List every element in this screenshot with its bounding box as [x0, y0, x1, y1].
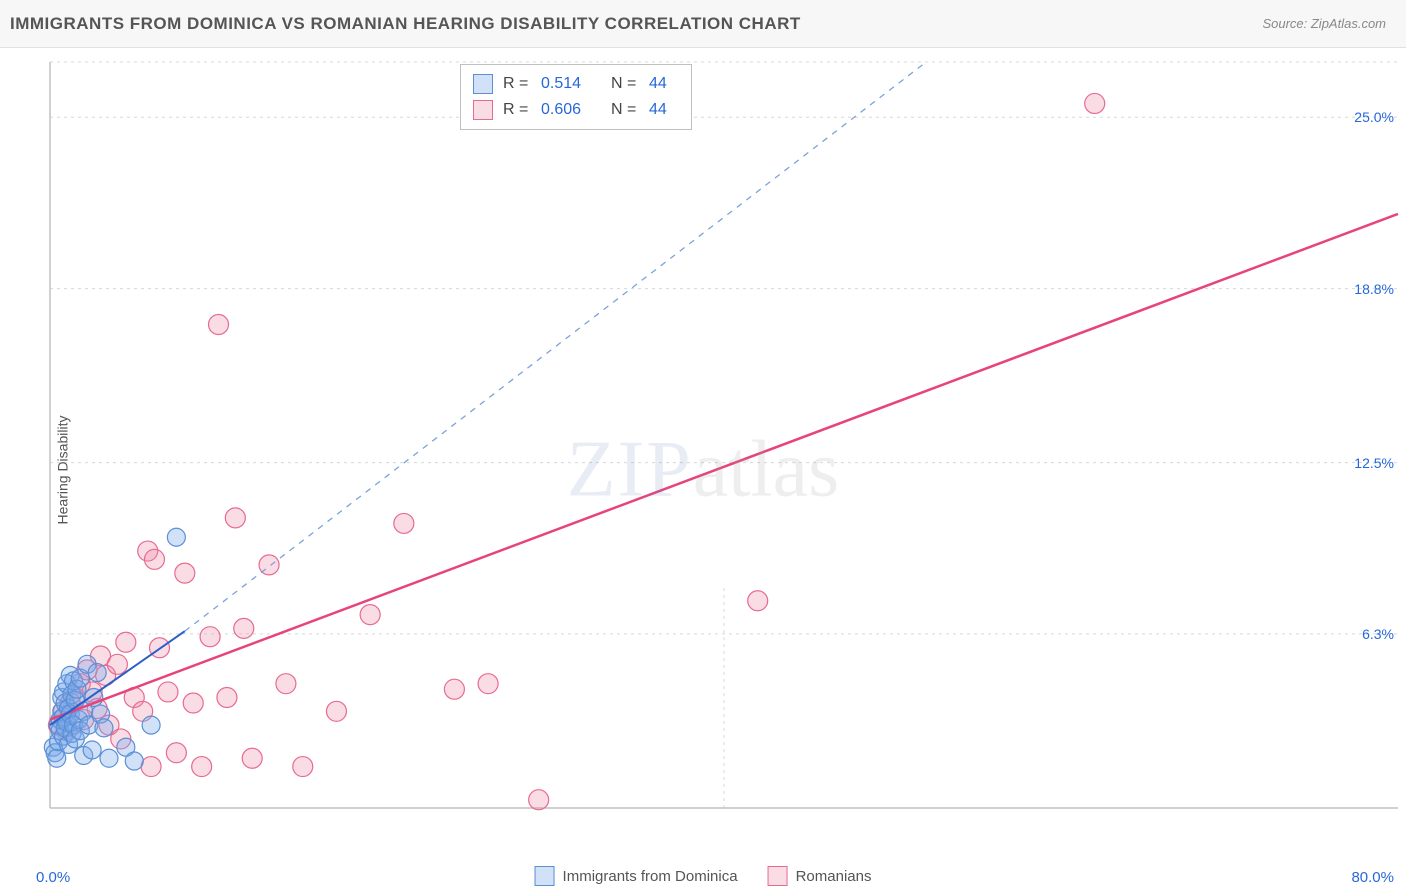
correlation-legend: R = 0.514 N = 44 R = 0.606 N = 44	[460, 64, 692, 130]
y-tick-label: 18.8%	[1354, 281, 1394, 297]
r-prefix: R =	[503, 75, 531, 93]
y-tick-label: 6.3%	[1362, 626, 1394, 642]
legend-item-dominica: Immigrants from Dominica	[535, 866, 738, 886]
r-value: 0.514	[541, 75, 601, 93]
n-prefix: N =	[611, 75, 639, 93]
r-value: 0.606	[541, 101, 601, 119]
n-value: 44	[649, 101, 679, 119]
x-axis-min-label: 0.0%	[36, 869, 70, 886]
legend-swatch	[473, 100, 493, 120]
chart-title: IMMIGRANTS FROM DOMINICA VS ROMANIAN HEA…	[10, 14, 801, 34]
legend-swatch-romanians	[768, 866, 788, 886]
legend-label-dominica: Immigrants from Dominica	[563, 868, 738, 885]
y-axis-title: Hearing Disability	[54, 416, 70, 525]
chart-source: Source: ZipAtlas.com	[1262, 16, 1386, 31]
n-prefix: N =	[611, 101, 639, 119]
legend-row: R = 0.514 N = 44	[473, 71, 679, 97]
n-value: 44	[649, 75, 679, 93]
x-axis-max-label: 80.0%	[1351, 869, 1394, 886]
legend-label-romanians: Romanians	[796, 868, 872, 885]
legend-row: R = 0.606 N = 44	[473, 97, 679, 123]
y-tick-label: 12.5%	[1354, 455, 1394, 471]
legend-swatch	[473, 74, 493, 94]
series-legend: Immigrants from Dominica Romanians	[535, 866, 872, 886]
scatter-plot-svg	[0, 48, 1406, 892]
chart-container: Hearing Disability ZIPatlas 6.3%12.5%18.…	[0, 48, 1406, 892]
legend-item-romanians: Romanians	[768, 866, 872, 886]
chart-header: IMMIGRANTS FROM DOMINICA VS ROMANIAN HEA…	[0, 0, 1406, 48]
legend-swatch-dominica	[535, 866, 555, 886]
r-prefix: R =	[503, 101, 531, 119]
y-tick-label: 25.0%	[1354, 109, 1394, 125]
